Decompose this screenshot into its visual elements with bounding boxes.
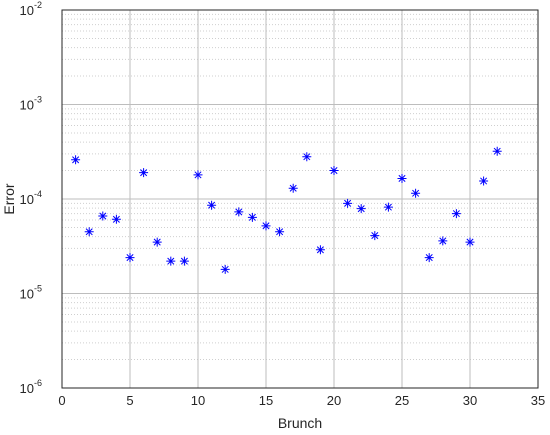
data-point <box>166 256 176 266</box>
data-point <box>451 209 461 219</box>
y-tick-label: 10-5 <box>20 284 42 302</box>
data-point <box>98 211 108 221</box>
data-point <box>315 245 325 255</box>
data-points <box>71 146 502 274</box>
axes <box>61 9 539 389</box>
data-point <box>343 198 353 208</box>
x-tick-label: 5 <box>126 393 133 408</box>
data-point <box>234 207 244 217</box>
tick-labels: 0 5 10 15 20 25 30 35 10-6 10-5 10-4 10-3 10-2 <box>20 0 546 408</box>
y-tick-label: 10-2 <box>20 0 42 18</box>
data-point <box>288 183 298 193</box>
data-point <box>193 170 203 180</box>
x-tick-label: 30 <box>463 393 477 408</box>
data-point <box>84 227 94 237</box>
data-point <box>492 146 502 156</box>
x-tick-label: 20 <box>327 393 341 408</box>
data-point <box>356 204 366 214</box>
data-point <box>152 237 162 247</box>
y-axis-label: Error <box>1 183 17 214</box>
y-tick-label: 10-4 <box>20 189 42 207</box>
data-point <box>139 168 149 178</box>
y-tick-label: 10-3 <box>20 95 42 113</box>
data-point <box>479 176 489 186</box>
x-tick-label: 25 <box>395 393 409 408</box>
data-point <box>261 221 271 231</box>
data-point <box>71 155 81 165</box>
x-axis-label: Brunch <box>278 415 322 431</box>
data-point <box>438 236 448 246</box>
data-point <box>397 173 407 183</box>
data-point <box>302 152 312 162</box>
data-point <box>179 256 189 266</box>
data-point <box>329 166 339 176</box>
data-point <box>383 202 393 212</box>
y-tick-label: 10-6 <box>20 378 42 396</box>
data-point <box>424 253 434 263</box>
axes-box <box>61 9 539 389</box>
data-point <box>220 264 230 274</box>
x-tick-label: 10 <box>191 393 205 408</box>
data-point <box>411 188 421 198</box>
x-tick-label: 0 <box>58 393 65 408</box>
data-point <box>111 214 121 224</box>
data-point <box>125 253 135 263</box>
data-point <box>275 227 285 237</box>
data-point <box>370 231 380 241</box>
data-point <box>247 212 257 222</box>
x-tick-label: 15 <box>259 393 273 408</box>
x-tick-label: 35 <box>531 393 545 408</box>
data-point <box>207 200 217 210</box>
data-point <box>465 237 475 247</box>
